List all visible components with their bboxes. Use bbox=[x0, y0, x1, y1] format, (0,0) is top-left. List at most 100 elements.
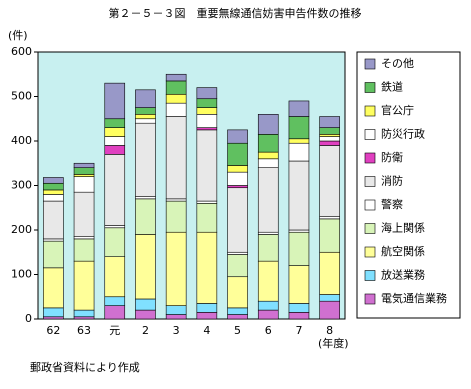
bar-segment bbox=[319, 116, 340, 128]
bar-segment bbox=[43, 238, 64, 242]
legend-swatch bbox=[364, 176, 376, 187]
bar-segment bbox=[104, 154, 126, 226]
bar-segment bbox=[227, 129, 248, 144]
bar-segment bbox=[196, 98, 218, 108]
bar-segment bbox=[319, 136, 340, 142]
bar-segment bbox=[73, 316, 95, 320]
x-tick-label: 63 bbox=[77, 324, 91, 337]
legend-swatch bbox=[364, 82, 376, 93]
bar-segment bbox=[165, 305, 187, 315]
bar-segment bbox=[288, 231, 310, 266]
bar-segment bbox=[319, 127, 340, 135]
bar-segment bbox=[257, 114, 279, 135]
bar-segment bbox=[165, 116, 187, 200]
bar-segment bbox=[319, 218, 340, 253]
bar-segment bbox=[257, 231, 279, 235]
y-tick-label: 0 bbox=[25, 312, 32, 325]
bar-segment bbox=[196, 87, 218, 100]
bar-segment bbox=[104, 118, 126, 128]
bar-segment bbox=[227, 314, 248, 320]
bar-segment bbox=[319, 140, 340, 146]
y-tick-label: 200 bbox=[11, 223, 32, 236]
bar-segment bbox=[135, 89, 156, 108]
bar-segment bbox=[196, 114, 218, 128]
bar-segment bbox=[227, 307, 248, 315]
bar-segment bbox=[73, 236, 95, 240]
x-tick-label: 3 bbox=[173, 324, 180, 337]
y-tick-label: 600 bbox=[11, 45, 32, 58]
legend-swatch bbox=[364, 105, 376, 117]
legend-label: 航空関係 bbox=[381, 244, 425, 258]
legend-label: 鉄道 bbox=[381, 80, 403, 94]
bar-segment bbox=[135, 107, 156, 115]
bar-segment bbox=[135, 196, 156, 200]
x-tick-label: 5 bbox=[234, 324, 241, 337]
legend-swatch bbox=[364, 152, 376, 164]
x-axis-label: (年度) bbox=[318, 336, 349, 350]
bar-segment bbox=[73, 191, 95, 237]
bar-segment bbox=[165, 93, 187, 104]
bar-segment bbox=[257, 260, 279, 302]
bar-segment bbox=[227, 187, 248, 253]
legend-swatch bbox=[364, 246, 376, 258]
bar-segment bbox=[165, 200, 187, 233]
bar-segment bbox=[43, 189, 64, 195]
x-tick-label: 6 bbox=[265, 324, 272, 337]
bar-segment bbox=[43, 307, 64, 318]
bar-segment bbox=[135, 298, 156, 311]
bar-segment bbox=[319, 300, 340, 320]
legend-label: 放送業務 bbox=[381, 268, 425, 282]
bar-segment bbox=[227, 142, 248, 166]
x-tick-label: 2 bbox=[142, 324, 149, 337]
x-tick-label: 4 bbox=[203, 324, 210, 337]
legend-label: 警察 bbox=[381, 197, 403, 211]
bar-segment bbox=[227, 251, 248, 255]
bar-segment bbox=[135, 114, 156, 120]
bar-segment bbox=[73, 162, 95, 168]
bar-segment bbox=[257, 158, 279, 169]
bar-segment bbox=[104, 227, 126, 257]
bar-segment bbox=[73, 176, 95, 193]
legend-label: 電気通信業務 bbox=[381, 291, 447, 305]
bar-segment bbox=[288, 160, 310, 231]
bar-segment bbox=[196, 203, 218, 233]
bar-segment bbox=[104, 136, 126, 146]
bar-segment bbox=[288, 142, 310, 162]
legend-swatch bbox=[364, 129, 376, 140]
bar-segment bbox=[165, 231, 187, 306]
legend-label: 海上関係 bbox=[381, 221, 425, 235]
bar-segment bbox=[196, 107, 218, 115]
bar-segment bbox=[319, 134, 340, 137]
bar-segment bbox=[319, 294, 340, 302]
bar-segment bbox=[104, 127, 126, 137]
bar-segment bbox=[43, 200, 64, 240]
bar-segment bbox=[288, 138, 310, 144]
bar-segment bbox=[227, 171, 248, 186]
legend-swatch bbox=[364, 270, 376, 281]
bar-segment bbox=[73, 167, 95, 175]
x-tick-label: 7 bbox=[295, 324, 302, 337]
legend-swatch bbox=[364, 223, 376, 234]
bar-segment bbox=[73, 309, 95, 318]
y-tick-label: 100 bbox=[11, 268, 32, 281]
bar-segment bbox=[135, 122, 156, 197]
bar-segment bbox=[257, 151, 279, 160]
chart-title: 第２－５－３図 重要無線通信妨害申告件数の推移 bbox=[109, 6, 362, 20]
bar-segment bbox=[227, 276, 248, 309]
bar-segment bbox=[104, 225, 126, 229]
bar-segment bbox=[196, 312, 218, 320]
x-tick-label: 62 bbox=[46, 324, 60, 337]
bar-segment bbox=[104, 145, 126, 155]
bar-segment bbox=[257, 167, 279, 233]
y-tick-label: 500 bbox=[11, 90, 32, 103]
y-axis-label: (件) bbox=[8, 29, 28, 42]
bar-segment bbox=[288, 100, 310, 117]
bar-segment bbox=[104, 256, 126, 298]
bar-segment bbox=[257, 134, 279, 153]
bar-segment bbox=[227, 185, 248, 189]
bar-segment bbox=[227, 254, 248, 278]
bar-segment bbox=[73, 174, 95, 177]
legend-swatch bbox=[364, 199, 376, 211]
bar-segment bbox=[165, 80, 187, 95]
